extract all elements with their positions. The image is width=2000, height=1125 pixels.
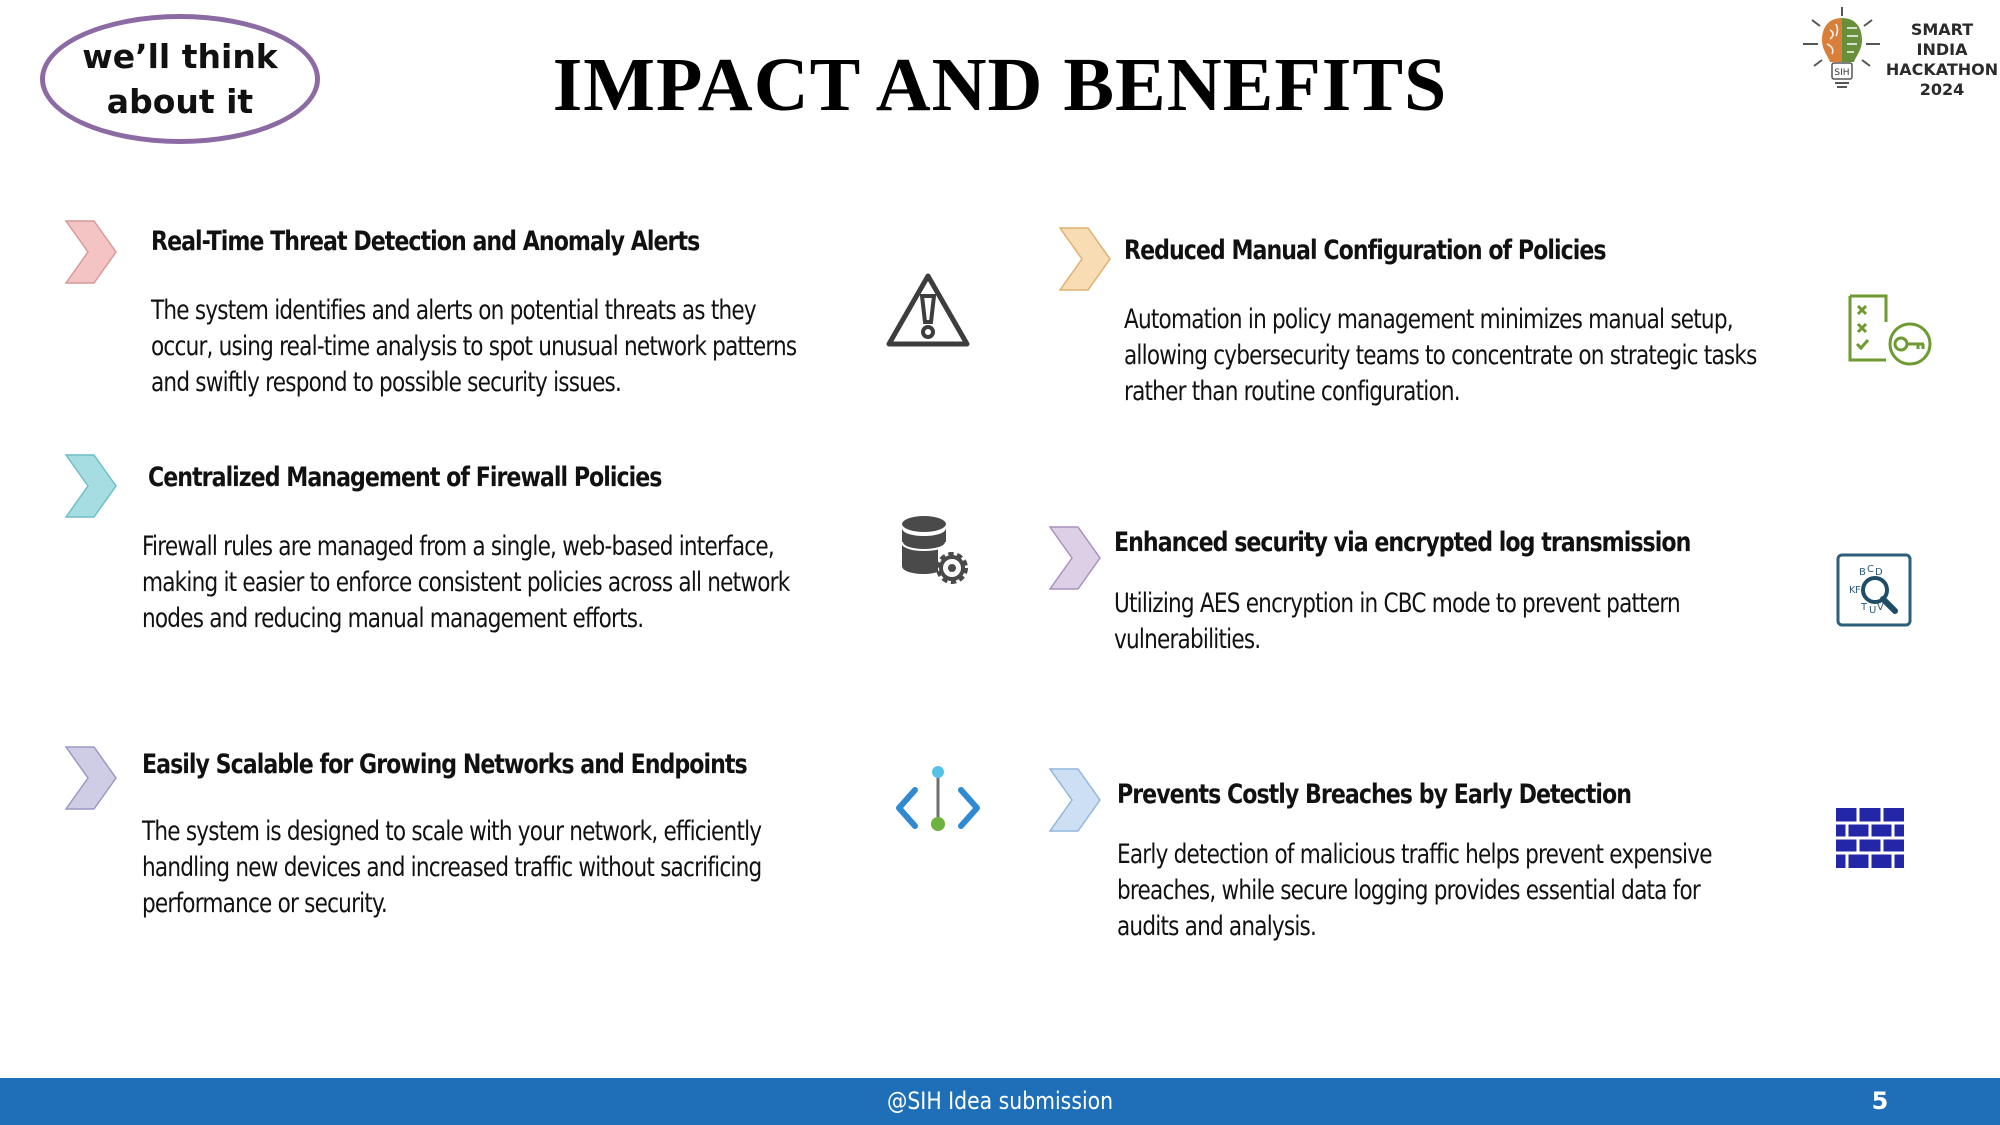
item-title: Centralized Management of Firewall Polic… (148, 462, 662, 493)
item-title: Prevents Costly Breaches by Early Detect… (1117, 779, 1632, 810)
warning-triangle-icon (886, 273, 970, 347)
item-title: Easily Scalable for Growing Networks and… (142, 749, 748, 780)
svg-text:D: D (1875, 567, 1883, 578)
slide-title: IMPACT AND BENEFITS (552, 43, 1448, 127)
brain-bulb-icon: SIH (1803, 7, 1880, 88)
page-number: 5 (1871, 1087, 1889, 1115)
svg-text:T: T (1860, 602, 1868, 613)
team-name-oval: we’ll think about it (40, 14, 320, 144)
checklist-key-icon (1848, 294, 1932, 366)
item-title: Reduced Manual Configuration of Policies (1124, 235, 1607, 266)
chevron-bullet-icon (64, 220, 117, 284)
footer-text: @SIH Idea submission (886, 1087, 1114, 1115)
item-description: Automation in policy management minimize… (1124, 304, 1757, 407)
svg-text:U: U (1869, 605, 1876, 616)
svg-text:C: C (1867, 564, 1874, 575)
svg-text:F: F (1855, 585, 1861, 596)
item-description: The system identifies and alerts on pote… (151, 295, 797, 398)
firewall-brick-icon (1836, 808, 1904, 868)
chevron-bullet-icon (1048, 768, 1101, 832)
item-description: The system is designed to scale with you… (142, 816, 762, 919)
chevron-bullet-icon (1058, 227, 1111, 291)
team-name-text: we’ll think about it (82, 37, 278, 121)
item-title: Real-Time Threat Detection and Anomaly A… (151, 226, 700, 257)
svg-text:K: K (1849, 585, 1856, 596)
chevron-bullet-icon (1048, 526, 1101, 590)
chevron-bullet-icon (64, 746, 117, 810)
logo-text: SMART INDIA HACKATHON 2024 (1885, 20, 1999, 99)
svg-text:V: V (1877, 602, 1884, 613)
logo-badge-text: SIH (1834, 68, 1849, 78)
code-network-icon (896, 766, 980, 831)
item-title: Enhanced security via encrypted log tran… (1114, 527, 1691, 558)
item-description: Early detection of malicious traffic hel… (1117, 839, 1713, 942)
database-gear-icon (901, 516, 968, 584)
svg-text:B: B (1859, 567, 1866, 578)
item-description: Utilizing AES encryption in CBC mode to … (1114, 588, 1681, 655)
footer-bar (0, 1078, 2000, 1125)
item-description: Firewall rules are managed from a single… (142, 531, 790, 634)
chevron-bullet-icon (64, 454, 117, 518)
